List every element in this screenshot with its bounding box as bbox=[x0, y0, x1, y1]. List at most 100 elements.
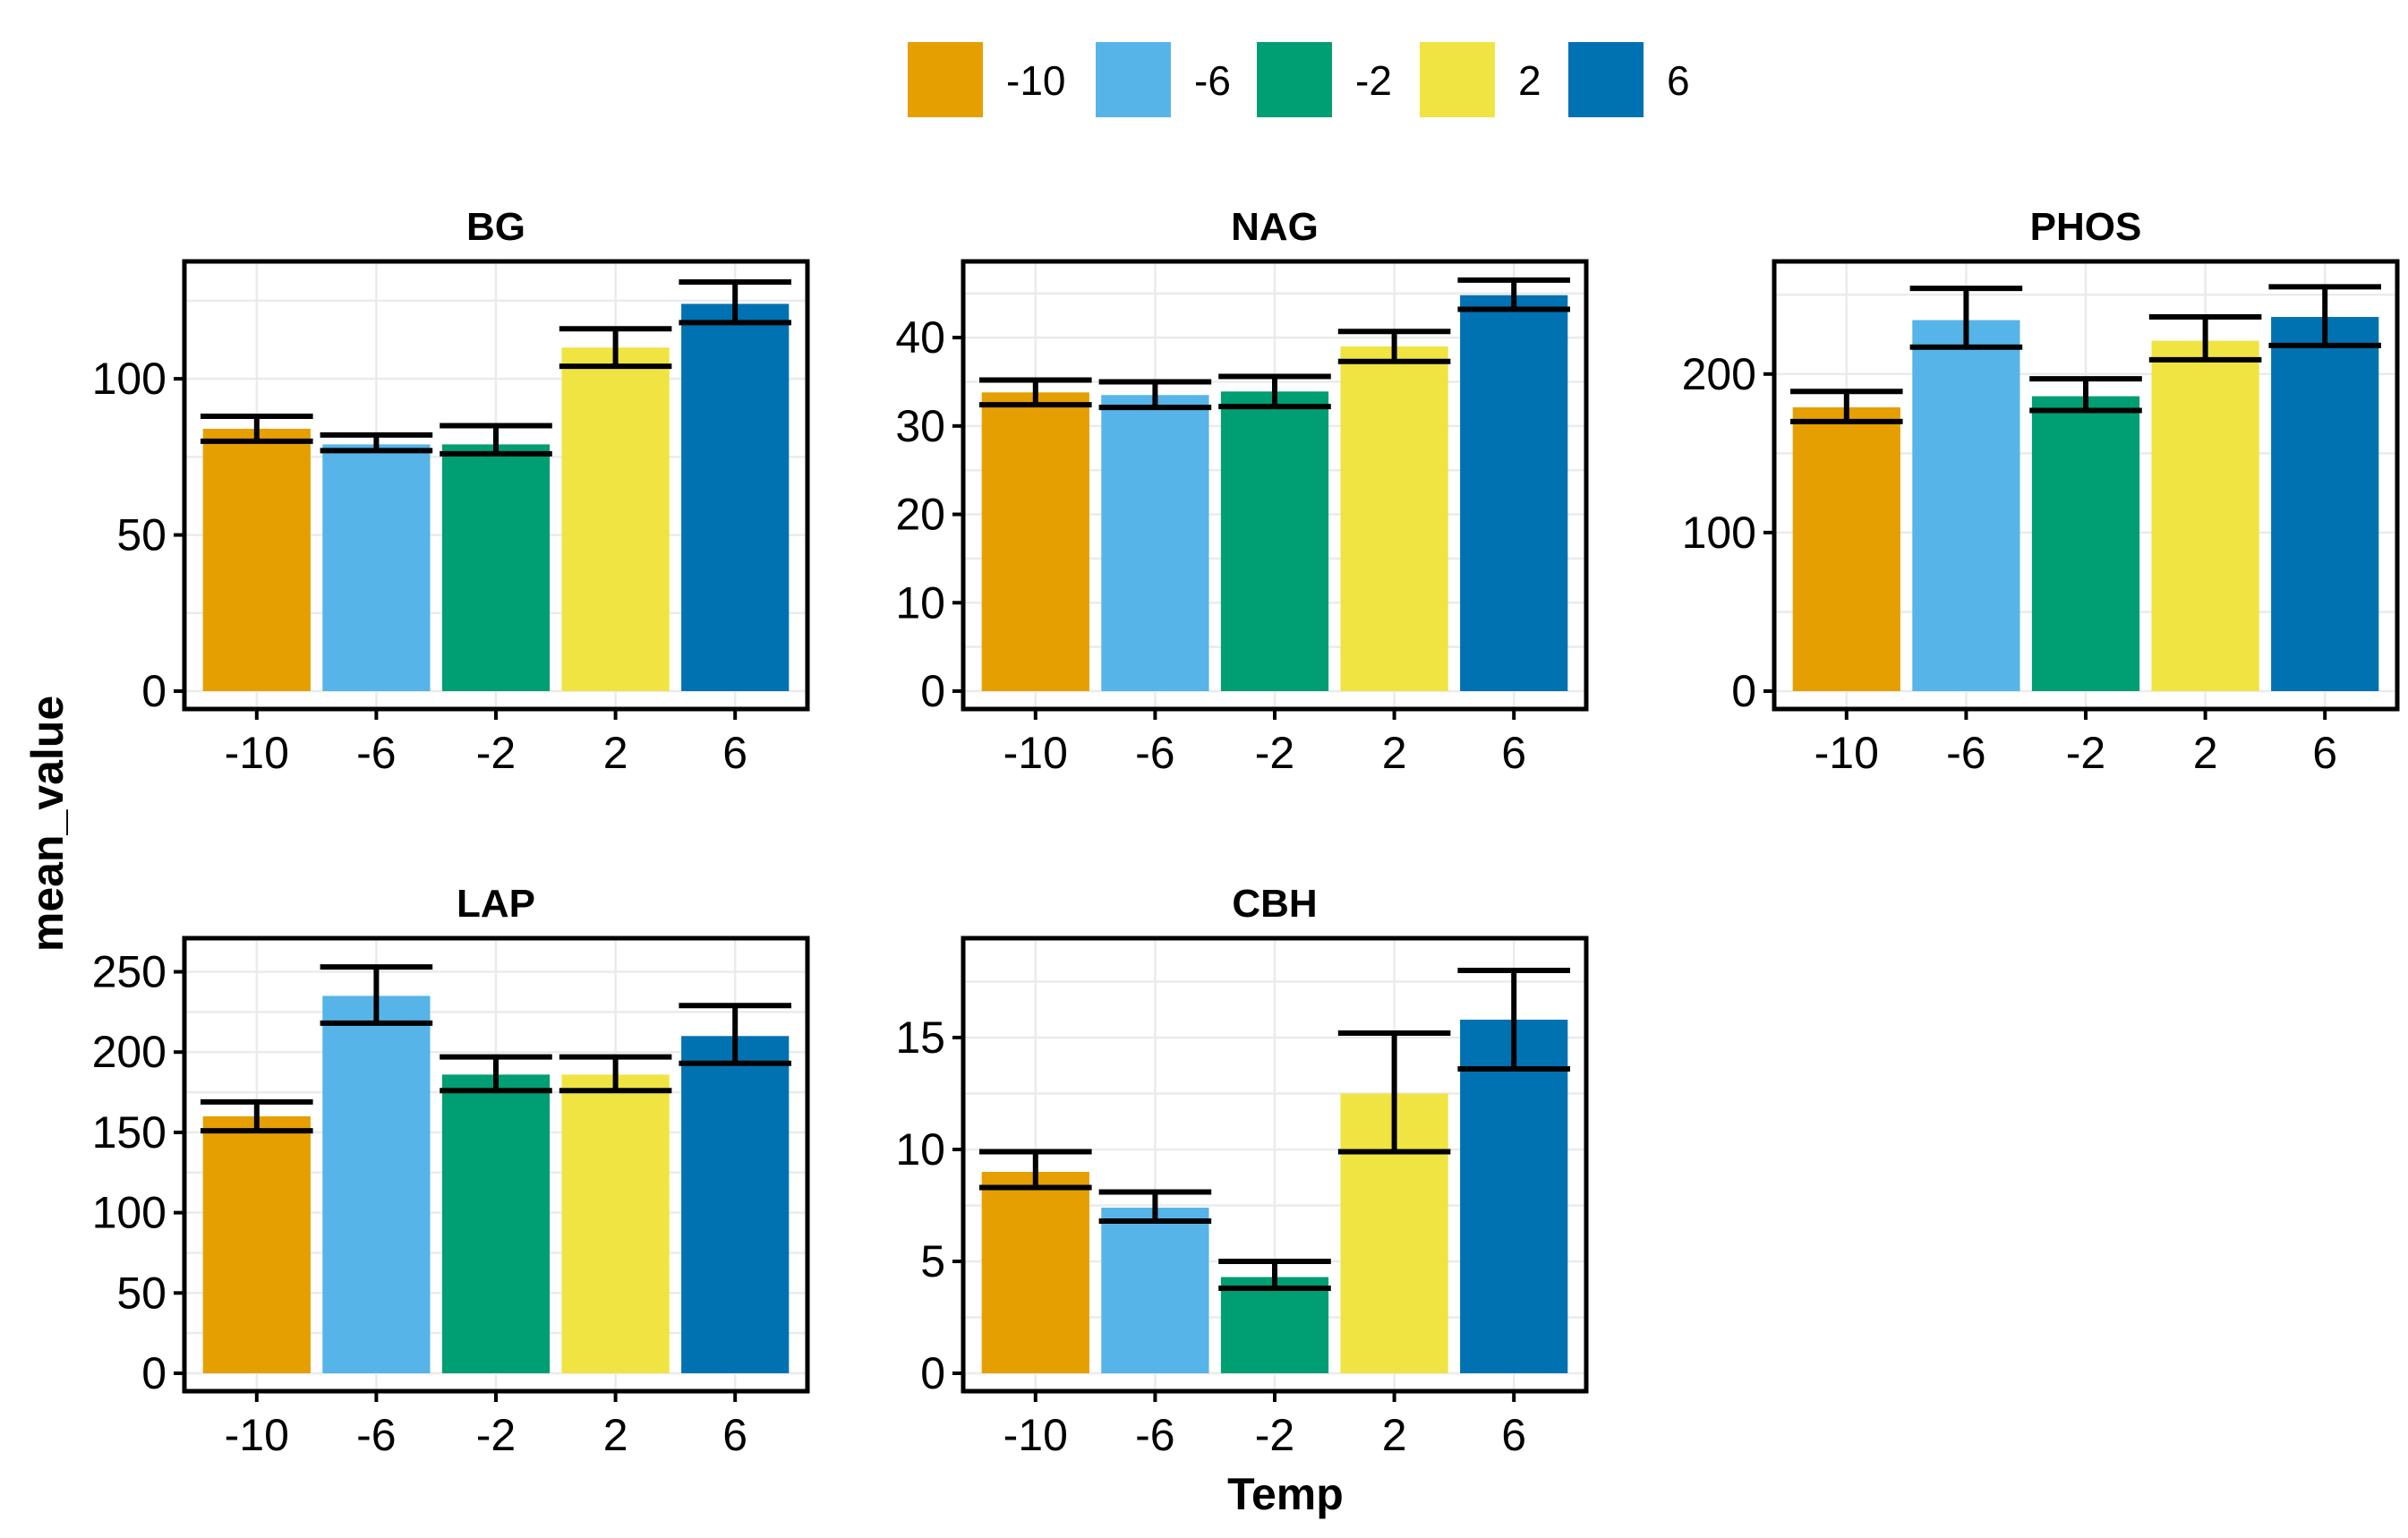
bar-nag-6 bbox=[1460, 295, 1568, 691]
panel-phos: PHOS 0 100 200 -10 -6 -2 2 6 bbox=[1682, 205, 2400, 778]
bar-lap--2 bbox=[441, 1074, 551, 1373]
error-bar-phos--10 bbox=[1790, 389, 1903, 424]
x-tick-label: -10 bbox=[1003, 1410, 1068, 1460]
legend-key-4 bbox=[1568, 42, 1644, 117]
bar-lap--6 bbox=[322, 995, 431, 1373]
error-bar-phos-6 bbox=[2268, 284, 2381, 348]
x-tick-label: 6 bbox=[722, 728, 747, 778]
error-bar-lap-6 bbox=[679, 1003, 791, 1066]
bar-lap--10 bbox=[202, 1115, 311, 1373]
panel-cbh: CBH 0 5 10 15 -10 -6 -2 2 6 bbox=[895, 882, 1589, 1460]
x-tick-label: 2 bbox=[2193, 728, 2218, 778]
bar-cbh--10 bbox=[981, 1172, 1089, 1373]
legend-label-3: 2 bbox=[1518, 57, 1541, 104]
x-tick-label: -2 bbox=[476, 728, 516, 778]
panel-title: BG bbox=[466, 205, 525, 249]
y-axis-title: mean_value bbox=[22, 696, 73, 952]
bar-cbh--2 bbox=[1220, 1277, 1329, 1373]
x-tick-label: -6 bbox=[1135, 728, 1174, 778]
y-tick-label: 20 bbox=[895, 490, 945, 540]
error-bar-cbh--10 bbox=[979, 1149, 1092, 1191]
bar-phos--10 bbox=[1792, 406, 1900, 691]
y-tick-label: 50 bbox=[116, 510, 167, 560]
bar-cbh--6 bbox=[1101, 1208, 1209, 1373]
panel-title: PHOS bbox=[2030, 205, 2142, 249]
x-axis-title: Temp bbox=[1227, 1469, 1344, 1519]
y-tick-label: 5 bbox=[920, 1236, 945, 1286]
bar-phos--6 bbox=[1912, 320, 2020, 691]
legend-label-0: -10 bbox=[1006, 57, 1065, 104]
x-tick-label: -6 bbox=[1135, 1410, 1174, 1460]
panel-bg: BG 0 50 100 -10 -6 -2 2 6 bbox=[92, 205, 810, 778]
error-bar-nag-6 bbox=[1457, 277, 1570, 312]
panel-lap: LAP 0 50 100 150 200 250 -10 -6 -2 2 6 bbox=[92, 882, 810, 1460]
x-tick-label: -2 bbox=[1255, 1410, 1294, 1460]
y-tick-label: 200 bbox=[92, 1027, 167, 1077]
error-bar-bg--2 bbox=[440, 423, 552, 457]
x-tick-label: 2 bbox=[603, 728, 628, 778]
bar-bg-6 bbox=[681, 303, 790, 691]
error-bar-phos--2 bbox=[2029, 376, 2142, 414]
y-tick-label: 0 bbox=[141, 1348, 167, 1398]
legend-label-2: -2 bbox=[1355, 57, 1392, 104]
error-bar-phos-2 bbox=[2148, 314, 2262, 363]
x-tick-label: 6 bbox=[2312, 728, 2337, 778]
x-tick-label: 2 bbox=[1382, 1410, 1407, 1460]
y-tick-label: 100 bbox=[92, 354, 167, 404]
legend-key-3 bbox=[1420, 42, 1495, 117]
x-tick-label: -10 bbox=[1815, 728, 1879, 778]
legend-key-0 bbox=[908, 42, 983, 117]
y-tick-label: 10 bbox=[895, 1124, 945, 1175]
x-tick-label: -6 bbox=[356, 1410, 396, 1460]
y-tick-label: 150 bbox=[92, 1107, 167, 1158]
y-tick-label: 100 bbox=[1682, 508, 1756, 558]
y-tick-label: 15 bbox=[895, 1013, 945, 1063]
y-tick-label: 30 bbox=[895, 401, 945, 451]
x-tick-label: -10 bbox=[225, 728, 289, 778]
legend-key-2 bbox=[1257, 42, 1332, 117]
x-tick-label: 6 bbox=[722, 1410, 747, 1460]
error-bar-lap--6 bbox=[320, 964, 433, 1026]
bar-phos--2 bbox=[2031, 396, 2140, 691]
error-bar-nag--2 bbox=[1218, 373, 1331, 410]
error-bar-cbh--6 bbox=[1098, 1189, 1212, 1224]
x-tick-label: 2 bbox=[603, 1410, 628, 1460]
error-bar-bg-2 bbox=[559, 326, 672, 370]
x-tick-label: -10 bbox=[225, 1410, 289, 1460]
panel-title: LAP bbox=[457, 882, 535, 926]
panel-title: CBH bbox=[1232, 882, 1317, 926]
x-tick-label: 6 bbox=[1501, 728, 1526, 778]
y-tick-label: 0 bbox=[141, 666, 167, 716]
x-tick-label: -10 bbox=[1003, 728, 1068, 778]
bar-bg--10 bbox=[202, 428, 311, 691]
y-tick-label: 10 bbox=[895, 577, 945, 628]
bar-phos-6 bbox=[2271, 317, 2379, 691]
bar-nag-2 bbox=[1340, 346, 1448, 691]
y-tick-label: 100 bbox=[92, 1188, 167, 1238]
error-bar-nag-2 bbox=[1337, 329, 1451, 364]
error-bar-nag--10 bbox=[979, 377, 1092, 408]
y-tick-label: 0 bbox=[920, 1348, 945, 1398]
x-tick-label: -2 bbox=[476, 1410, 516, 1460]
error-bar-bg--6 bbox=[320, 431, 433, 454]
bar-bg-2 bbox=[561, 347, 670, 691]
y-tick-label: 0 bbox=[920, 666, 945, 716]
error-bar-cbh-6 bbox=[1457, 968, 1570, 1072]
bar-bg--2 bbox=[441, 444, 551, 691]
y-tick-label: 40 bbox=[895, 312, 945, 363]
error-bar-lap--2 bbox=[440, 1054, 552, 1094]
error-bar-lap--10 bbox=[201, 1098, 313, 1134]
x-tick-label: -2 bbox=[2066, 728, 2105, 778]
bar-lap-6 bbox=[681, 1036, 790, 1373]
legend: -10 -6 -2 2 6 bbox=[908, 42, 1690, 117]
panel-title: NAG bbox=[1231, 205, 1319, 249]
x-tick-label: 6 bbox=[1501, 1410, 1526, 1460]
bar-lap-2 bbox=[561, 1074, 670, 1373]
error-bar-bg-6 bbox=[679, 278, 791, 326]
panel-nag: NAG 0 10 20 30 40 -10 -6 -2 2 6 bbox=[895, 205, 1589, 778]
x-tick-label: -6 bbox=[356, 728, 396, 778]
x-tick-label: -6 bbox=[1946, 728, 1985, 778]
legend-label-4: 6 bbox=[1667, 57, 1690, 104]
